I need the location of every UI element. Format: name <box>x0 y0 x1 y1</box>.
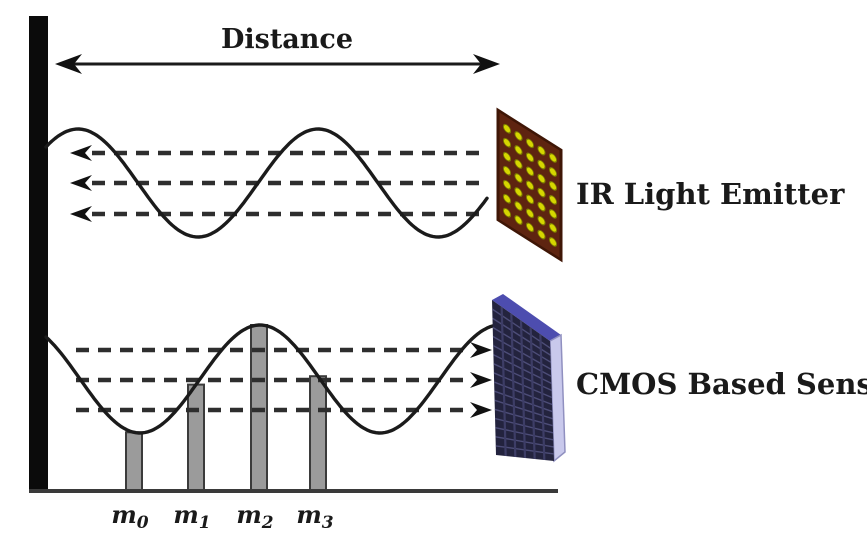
sample-bar-m0 <box>125 431 143 491</box>
reflected-ray-arrowhead <box>470 372 492 388</box>
sensor-side-face <box>549 333 566 463</box>
emitter-led-grid <box>502 123 558 247</box>
sample-labels: m0 m1 m2 m3 <box>111 500 333 533</box>
emitter-label: IR Light Emitter <box>576 177 845 211</box>
distance-arrowhead-left <box>55 54 82 74</box>
reflected-ray-arrowhead <box>470 402 492 418</box>
sample-label-m1: m1 <box>173 500 210 533</box>
target-wall <box>29 16 48 492</box>
distance-arrow <box>55 54 500 74</box>
cmos-sensor <box>492 294 566 463</box>
distance-label: Distance <box>221 24 353 55</box>
emitted-wave <box>44 127 489 239</box>
emitted-ray-arrowhead <box>70 145 92 161</box>
sample-bar-m3 <box>309 375 327 492</box>
emitted-ray-arrowhead <box>70 206 92 222</box>
sensor-pixel-grid <box>492 306 554 461</box>
sample-bar-m1 <box>187 383 205 492</box>
sample-label-m0: m0 <box>111 500 148 533</box>
sensor-label: CMOS Based Sensor <box>576 367 867 401</box>
emitted-ray-lines <box>70 145 488 222</box>
sample-label-m2: m2 <box>236 500 273 533</box>
reflected-wave <box>44 323 498 435</box>
reflected-ray-lines <box>76 342 492 418</box>
reflected-ray-arrowhead <box>470 342 492 358</box>
sample-label-m3: m3 <box>296 500 333 533</box>
sensor-top-face <box>492 294 561 341</box>
distance-arrowhead-right <box>473 54 500 74</box>
sample-bars <box>125 324 327 492</box>
emitted-ray-arrowhead <box>70 175 92 191</box>
ir-emitter <box>496 107 563 263</box>
